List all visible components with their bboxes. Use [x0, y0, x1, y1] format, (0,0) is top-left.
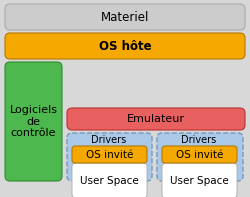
- Text: Drivers: Drivers: [182, 135, 216, 145]
- FancyBboxPatch shape: [162, 146, 237, 163]
- Text: User Space: User Space: [80, 176, 139, 186]
- FancyBboxPatch shape: [67, 133, 152, 181]
- Text: OS hôte: OS hôte: [99, 40, 151, 52]
- Text: OS invité: OS invité: [86, 150, 133, 160]
- Text: Logiciels
de
contrôle: Logiciels de contrôle: [10, 105, 58, 138]
- FancyBboxPatch shape: [5, 4, 245, 30]
- Text: User Space: User Space: [170, 176, 229, 186]
- FancyBboxPatch shape: [162, 163, 237, 197]
- FancyBboxPatch shape: [72, 146, 147, 163]
- Text: Materiel: Materiel: [101, 10, 149, 23]
- Text: Drivers: Drivers: [92, 135, 127, 145]
- FancyBboxPatch shape: [5, 33, 245, 59]
- FancyBboxPatch shape: [5, 62, 62, 181]
- FancyBboxPatch shape: [72, 163, 147, 197]
- FancyBboxPatch shape: [67, 108, 245, 130]
- Text: Emulateur: Emulateur: [127, 114, 185, 124]
- FancyBboxPatch shape: [157, 133, 243, 181]
- Text: OS invité: OS invité: [176, 150, 223, 160]
